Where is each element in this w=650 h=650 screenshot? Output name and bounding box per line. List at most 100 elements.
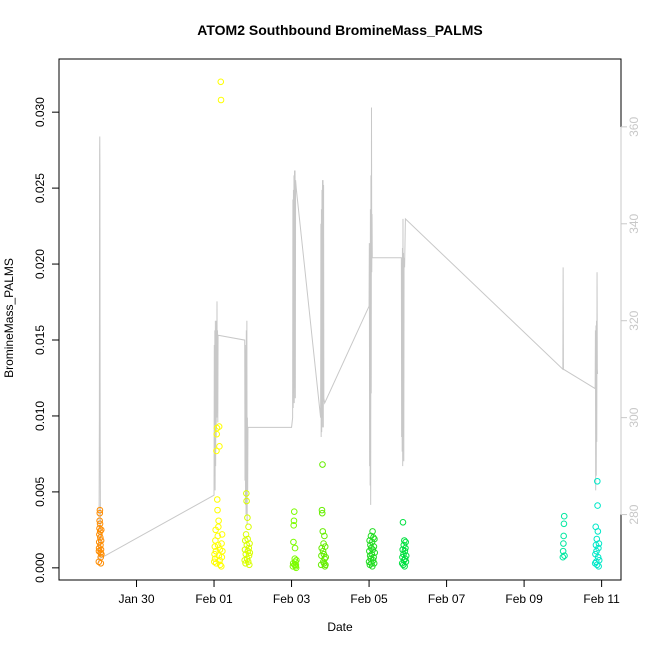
data-point <box>370 534 377 541</box>
data-point <box>366 552 374 560</box>
data-point <box>211 543 219 550</box>
right-y-tick-label: 300 <box>627 407 641 427</box>
data-point <box>96 517 103 525</box>
y-tick-label: 0.030 <box>33 97 47 127</box>
data-point <box>215 517 222 525</box>
data-point <box>218 531 226 538</box>
chart-title: ATOM2 Southbound BromineMass_PALMS <box>197 22 482 38</box>
data-point <box>96 520 104 528</box>
data-point <box>322 553 330 561</box>
x-tick-label: Jan 30 <box>119 592 155 606</box>
y-tick-label: 0.010 <box>33 401 47 431</box>
data-point <box>290 508 298 515</box>
x-tick-label: Feb 09 <box>505 592 543 606</box>
data-point <box>292 558 299 566</box>
data-point <box>561 552 568 560</box>
data-point <box>246 549 254 556</box>
data-point <box>96 509 104 517</box>
data-point <box>216 561 224 569</box>
data-point <box>244 547 252 555</box>
data-point <box>244 558 252 566</box>
data-point <box>370 553 377 561</box>
data-point <box>97 541 104 549</box>
data-point <box>401 563 408 570</box>
y-tick-label: 0.015 <box>33 325 47 355</box>
data-point <box>293 556 300 564</box>
data-point <box>292 561 300 569</box>
x-tick-label: Feb 01 <box>195 592 233 606</box>
x-tick-label: Feb 03 <box>273 592 311 606</box>
data-point <box>245 552 253 560</box>
data-point <box>218 553 226 561</box>
data-point <box>370 559 378 567</box>
data-point <box>370 543 378 550</box>
data-point <box>246 540 253 547</box>
data-point <box>290 517 298 525</box>
data-point <box>213 496 221 503</box>
x-axis: Jan 30 Feb 01 Feb 03 Feb 05 Feb 07 Feb 09 Feb … <box>119 579 620 606</box>
x-tick-label: Feb 11 <box>583 592 620 606</box>
data-point <box>216 443 223 450</box>
data-point <box>96 506 104 514</box>
right-axis-series-line <box>98 107 599 564</box>
data-point <box>212 547 220 555</box>
right-axis-line-layer <box>98 107 599 564</box>
data-point <box>245 523 252 531</box>
x-tick-label: Feb 07 <box>428 592 466 606</box>
data-point <box>402 552 410 560</box>
data-point <box>594 553 602 561</box>
x-axis-title: Date <box>327 620 353 634</box>
right-y-axis: 280 300 320 340 360 <box>620 117 641 525</box>
y-axis-title: BromineMass_PALMS <box>2 258 16 378</box>
data-point <box>245 544 253 552</box>
data-point <box>560 532 567 540</box>
data-point <box>594 502 601 509</box>
data-point <box>215 423 223 430</box>
data-point <box>399 518 407 526</box>
data-point <box>371 549 379 556</box>
data-point <box>318 509 326 517</box>
data-point <box>319 461 326 468</box>
data-point <box>560 512 568 520</box>
data-point <box>97 559 105 567</box>
data-point <box>559 553 567 561</box>
y-tick-label: 0.025 <box>33 173 47 203</box>
data-point <box>321 532 328 540</box>
data-point <box>290 538 297 546</box>
x-tick-label: Feb 05 <box>350 592 388 606</box>
data-point <box>243 490 250 497</box>
right-y-tick-label: 280 <box>627 504 641 524</box>
data-point <box>369 556 377 564</box>
data-point <box>595 540 603 547</box>
data-point <box>595 556 603 564</box>
data-point <box>244 514 251 522</box>
right-y-tick-label: 320 <box>627 310 641 330</box>
data-point <box>322 561 329 569</box>
data-point <box>211 550 218 558</box>
y-tick-label: 0.020 <box>33 249 47 279</box>
data-point <box>218 563 225 570</box>
data-point <box>97 534 104 541</box>
data-point <box>98 550 105 558</box>
data-point <box>96 525 103 532</box>
data-point <box>319 528 327 535</box>
data-point <box>321 543 329 550</box>
data-point <box>321 555 328 563</box>
data-point <box>401 547 409 555</box>
data-point <box>369 528 376 535</box>
data-point <box>213 447 220 455</box>
data-point <box>595 544 602 552</box>
data-point <box>290 522 298 529</box>
data-point <box>560 540 567 547</box>
data-point <box>594 477 601 485</box>
data-point <box>214 506 221 514</box>
points-layer <box>95 78 603 572</box>
plot-frame <box>58 58 622 581</box>
data-point <box>402 538 409 546</box>
data-point <box>595 563 602 570</box>
data-point <box>594 528 602 535</box>
y-tick-label: 0.005 <box>33 477 47 507</box>
data-point <box>291 544 299 552</box>
data-point <box>97 546 105 553</box>
